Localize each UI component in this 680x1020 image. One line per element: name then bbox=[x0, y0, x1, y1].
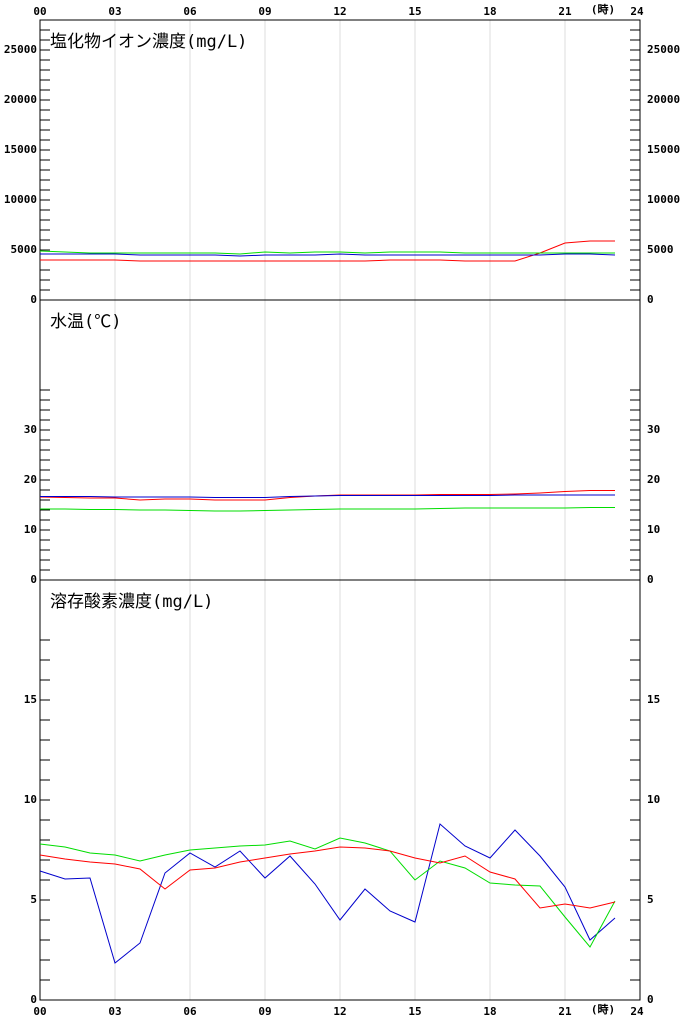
y-tick-label: 0 bbox=[30, 573, 37, 586]
y-tick-label: 0 bbox=[647, 573, 654, 586]
y-tick-label: 10 bbox=[24, 523, 37, 536]
x-tick-label: 09 bbox=[258, 5, 271, 18]
x-tick-label: 03 bbox=[108, 1005, 121, 1018]
series-line bbox=[40, 240, 615, 262]
chart-title: 溶存酸素濃度(mg/L) bbox=[50, 592, 213, 612]
series-line bbox=[39, 823, 616, 964]
x-unit: (時) bbox=[591, 2, 615, 16]
y-tick-label: 0 bbox=[647, 993, 654, 1006]
x-tick-label: 12 bbox=[333, 1005, 346, 1018]
y-tick-label: 20 bbox=[647, 473, 660, 486]
series-line bbox=[39, 250, 615, 255]
x-tick-label: 09 bbox=[258, 1005, 271, 1018]
chart-title: 水温(℃) bbox=[50, 312, 121, 332]
y-tick-label: 30 bbox=[647, 423, 660, 436]
y-tick-label: 5000 bbox=[11, 243, 38, 256]
series-line bbox=[40, 494, 615, 498]
y-tick-label: 10000 bbox=[647, 193, 680, 206]
y-tick-label: 25000 bbox=[647, 43, 680, 56]
y-tick-label: 20000 bbox=[647, 93, 680, 106]
y-tick-label: 15000 bbox=[4, 143, 37, 156]
y-tick-label: 15 bbox=[24, 693, 37, 706]
y-tick-label: 10 bbox=[647, 793, 660, 806]
series-line bbox=[40, 253, 616, 257]
y-tick-label: 20000 bbox=[4, 93, 37, 106]
y-tick-label: 0 bbox=[647, 293, 654, 306]
x-tick-label: 15 bbox=[408, 1005, 421, 1018]
x-tick-label: 03 bbox=[108, 5, 121, 18]
x-tick-label: 24 bbox=[630, 1005, 644, 1018]
x-unit: (時) bbox=[591, 1002, 615, 1016]
y-tick-label: 0 bbox=[30, 993, 37, 1006]
x-tick-label: 06 bbox=[183, 1005, 197, 1018]
x-tick-label: 18 bbox=[483, 1005, 496, 1018]
y-tick-label: 10 bbox=[24, 793, 37, 806]
series-line bbox=[39, 837, 616, 948]
y-tick-label: 10000 bbox=[4, 193, 37, 206]
y-tick-label: 15000 bbox=[647, 143, 680, 156]
x-tick-label: 15 bbox=[408, 5, 421, 18]
y-tick-label: 5000 bbox=[647, 243, 674, 256]
series-line bbox=[40, 507, 615, 512]
y-tick-label: 15 bbox=[647, 693, 660, 706]
series-line bbox=[39, 846, 616, 909]
x-tick-label: 18 bbox=[483, 5, 496, 18]
x-tick-label: 12 bbox=[333, 5, 346, 18]
y-tick-label: 25000 bbox=[4, 43, 37, 56]
y-tick-label: 20 bbox=[24, 473, 37, 486]
x-tick-label: 00 bbox=[33, 5, 46, 18]
y-tick-label: 30 bbox=[24, 423, 37, 436]
x-tick-label: 21 bbox=[558, 1005, 572, 1018]
y-tick-label: 0 bbox=[30, 293, 37, 306]
x-tick-label: 24 bbox=[630, 5, 644, 18]
y-tick-label: 5 bbox=[647, 893, 654, 906]
x-tick-label: 21 bbox=[558, 5, 572, 18]
chart-title: 塩化物イオン濃度(mg/L) bbox=[50, 32, 247, 52]
plot-frame bbox=[39, 579, 641, 1001]
x-tick-label: 00 bbox=[33, 1005, 46, 1018]
x-tick-label: 06 bbox=[183, 5, 197, 18]
y-tick-label: 10 bbox=[647, 523, 660, 536]
y-tick-label: 5 bbox=[30, 893, 37, 906]
